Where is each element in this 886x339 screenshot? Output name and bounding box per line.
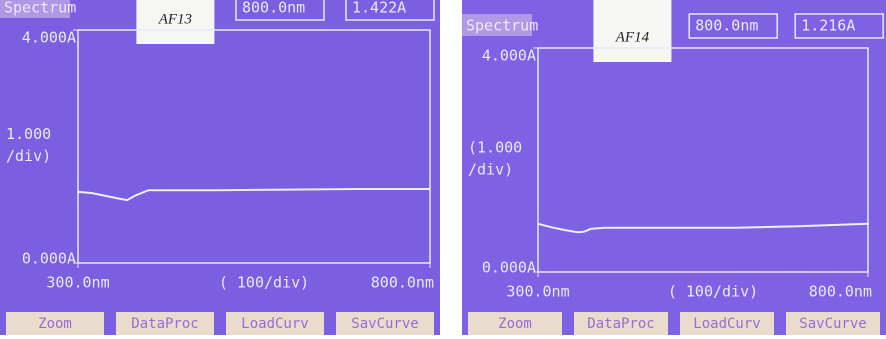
softkey-label: Zoom	[498, 316, 532, 332]
title: Spectrum	[466, 17, 538, 35]
x-tick-label: 800.0nm	[809, 283, 872, 301]
page: {"chart_data": [ {"type": "line", "title…	[0, 0, 886, 335]
softkey-label: DataProc	[131, 316, 198, 332]
y-tick-label: 4.000A	[22, 29, 76, 47]
softkey-label: LoadCurv	[693, 316, 760, 332]
readout: 1.216A	[801, 17, 855, 35]
softkey-label: Zoom	[38, 316, 72, 332]
title: Spectrum	[4, 0, 76, 17]
x-tick-label: 800.0nm	[371, 274, 434, 292]
softkey-label: LoadCurv	[241, 316, 308, 332]
softkey-label: SavCurve	[351, 316, 418, 332]
readout: 800.0nm	[242, 0, 305, 17]
y-tick-label: 4.000A	[482, 47, 536, 65]
y-axis-label: /div)	[6, 147, 51, 165]
x-axis-label: ( 100/div)	[668, 283, 758, 301]
y-tick-label: 0.000A	[22, 250, 76, 268]
x-axis-label: ( 100/div)	[219, 274, 309, 292]
softkey-label: DataProc	[587, 316, 654, 332]
y-axis-label: 1.000	[6, 125, 51, 143]
screens: Spectrum 800.0nm 1.422A AF13 0.000A 4.000A 300…	[0, 0, 886, 335]
x-tick-label: 300.0nm	[46, 274, 109, 292]
annotation: AF13	[158, 11, 192, 27]
annotation: AF14	[615, 29, 650, 45]
softkey-label: SavCurve	[799, 316, 866, 332]
readout: 800.0nm	[695, 17, 758, 35]
y-tick-label: 0.000A	[482, 259, 536, 277]
readout: 1.422A	[352, 0, 406, 17]
y-axis-label: (1.000	[468, 139, 522, 157]
x-tick-label: 300.0nm	[506, 283, 569, 301]
y-axis-label: /div)	[468, 161, 513, 179]
